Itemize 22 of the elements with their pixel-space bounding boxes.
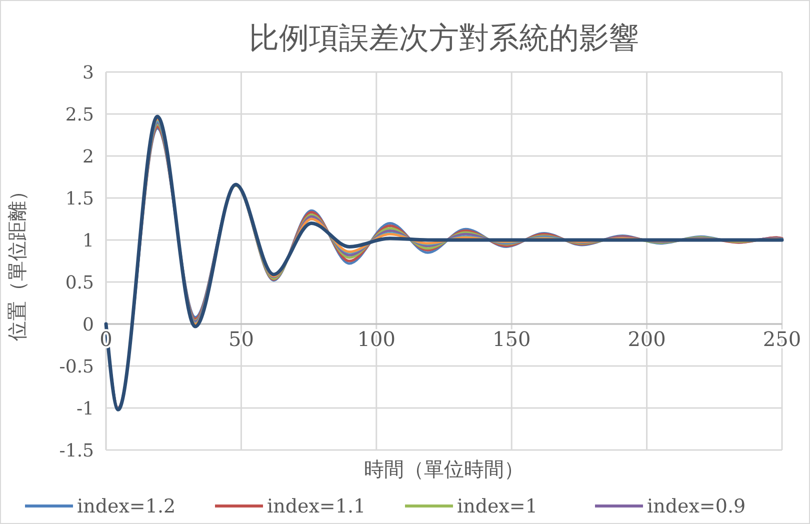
chart-title: 比例項誤差次方對系統的影響 <box>249 21 639 56</box>
y-axis-title: 位置（單位距離） <box>5 181 29 341</box>
x-axis-title: 時間（單位時間） <box>364 457 524 481</box>
legend-label: index=0.9 <box>647 496 746 518</box>
legend-label: index=1 <box>457 496 538 518</box>
y-tick-label: -1.5 <box>59 440 94 462</box>
y-tick-label: 0 <box>82 314 94 336</box>
y-tick-label: 1.5 <box>65 188 94 210</box>
y-tick-label: 0.5 <box>65 272 94 294</box>
x-tick-label: 250 <box>762 327 802 351</box>
y-tick-label: 2 <box>82 146 94 168</box>
y-tick-label: 1 <box>82 230 94 252</box>
y-tick-label: -0.5 <box>59 356 94 378</box>
y-tick-label: 2.5 <box>65 104 94 126</box>
x-tick-label: 150 <box>492 327 531 351</box>
legend-label: index=1.1 <box>267 496 366 518</box>
y-tick-label: 3 <box>82 62 94 84</box>
x-tick-label: 50 <box>228 327 254 351</box>
legend-label: index=1.2 <box>77 496 176 518</box>
x-tick-label: 200 <box>628 327 666 351</box>
y-tick-label: -1 <box>76 398 94 420</box>
x-tick-label: 100 <box>357 327 396 351</box>
